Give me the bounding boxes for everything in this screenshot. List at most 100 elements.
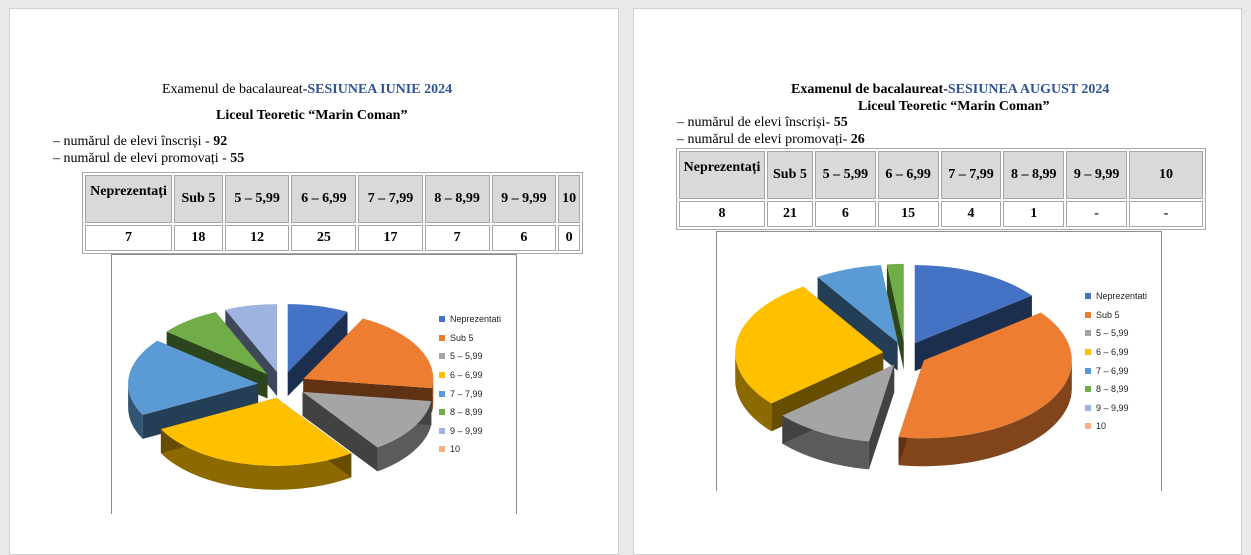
pie-slice [886,263,904,370]
pie-slice-side [128,383,143,439]
legend-item: 7 – 6,99 [1085,361,1147,380]
chart-legend: Neprezentati Sub 5 5 – 5,99 6 – 6,99 7 – 7,9… [439,310,501,459]
school-name: Liceul Teoretic “Marin Coman” [858,99,1050,114]
legend-swatch [439,390,445,397]
stat-enrolled-label: – numărul de elevi înscriși- [677,115,834,130]
legend-swatch [1085,293,1091,300]
grades-value-cell: 8 [679,201,765,227]
legend-label: 5 – 5,99 [450,351,483,362]
pie-chart-june: Neprezentati Sub 5 5 – 5,99 6 – 6,99 7 – 7,9… [111,254,517,514]
school-name: Liceul Teoretic “Marin Coman” [216,108,408,123]
grades-value-row: 8 21 6 15 4 1 - - [679,201,1203,227]
legend-label: 6 – 6,99 [450,370,483,381]
legend-item: Sub 5 [439,329,501,348]
grades-header-cell: 10 [1129,151,1203,199]
grades-value-cell: 17 [358,225,423,251]
legend-item: Sub 5 [1085,306,1147,325]
grades-header-cell: 8 – 8,99 [424,175,490,223]
pie-slice-top [225,304,278,373]
legend-swatch [439,353,445,360]
pie-slice [302,391,432,472]
stat-enrolled: – numărul de elevi înscriși- 55 [677,115,848,131]
pie-slice-top [287,304,348,373]
pie-slice-wall [817,276,898,371]
grades-value-cell: 12 [224,225,290,251]
grades-value-cell: 6 [814,201,876,227]
grades-header-cell: 7 – 7,99 [358,175,423,223]
legend-swatch [1085,311,1091,318]
pie-slice-top [886,263,904,342]
legend-label: 8 – 8,99 [1096,384,1129,395]
pie-slice-top [302,391,432,448]
pie-slice-side [735,352,772,432]
stat-enrolled-value: 55 [833,115,848,130]
pie-slice [128,340,259,439]
legend-label: Neprezentati [1096,291,1148,302]
pie-slice [287,304,348,397]
pie-slice-top [914,265,1032,344]
stat-promoted-label: – numărul de elevi promovați- [677,132,851,147]
pie-slice [782,364,895,470]
grades-value-cell: 25 [291,225,357,251]
grades-header-cell: 6 – 6,99 [877,151,939,199]
grades-value-cell: 1 [1003,201,1065,227]
grades-header-cell: 10 [558,175,580,223]
legend-label: 10 [1096,421,1107,432]
grades-value-cell: - [1129,201,1203,227]
legend-swatch [439,316,445,323]
grades-value-cell: 6 [491,225,557,251]
grades-header-cell: Neprezentați [679,151,765,199]
stat-promoted-label: – numărul de elevi promovați - [53,151,231,166]
legend-label: 10 [450,444,461,455]
title-session: SESIUNEA AUGUST 2024 [947,82,1110,97]
grades-value-cell: 7 [85,225,172,251]
chart-legend: Neprezentati Sub 5 5 – 5,99 6 – 6,99 7 – 6,9… [1085,287,1147,436]
legend-label: Sub 5 [1096,309,1120,320]
legend-item: 6 – 6,99 [439,366,501,385]
legend-label: 6 – 6,99 [1096,347,1129,358]
stat-promoted: – numărul de elevi promovați - 55 [53,151,244,167]
grades-value-row: 7 18 12 25 17 7 6 0 [85,225,580,251]
grades-header-cell: 5 – 5,99 [814,151,876,199]
legend-item: 10 [1085,417,1147,436]
stat-enrolled-value: 92 [213,134,228,149]
legend-swatch [1085,367,1091,374]
stat-enrolled: – numărul de elevi înscriși - 92 [53,134,227,150]
grades-value-cell: 7 [424,225,490,251]
legend-swatch [1085,330,1091,337]
grades-header-cell: 5 – 5,99 [224,175,290,223]
grades-header-row: Neprezentați Sub 5 5 – 5,99 6 – 6,99 7 –… [679,151,1203,199]
legend-label: Sub 5 [450,332,474,343]
legend-item: 8 – 8,99 [1085,380,1147,399]
legend-item: 10 [439,440,501,459]
legend-label: 5 – 5,99 [1096,328,1129,339]
grades-header-cell: Sub 5 [767,151,813,199]
pie-slice [898,312,1072,467]
stat-promoted-value: 55 [230,151,245,166]
grades-header-cell: 6 – 6,99 [291,175,357,223]
page-title: Examenul de bacalaureat-SESIUNEA IUNIE 2… [162,82,452,98]
grades-header-cell: 9 – 9,99 [1066,151,1127,199]
pie-slice-wall [302,391,378,472]
legend-item: Neprezentati [439,310,501,329]
pie-slice-side [898,360,1072,467]
legend-item: 5 – 5,99 [1085,324,1147,343]
stat-enrolled-label: – numărul de elevi înscriși - [53,134,214,149]
legend-swatch [1085,404,1091,411]
grades-header-cell: Sub 5 [174,175,223,223]
grades-header-cell: 9 – 9,99 [491,175,557,223]
legend-swatch [1085,423,1091,430]
pie-slice-top [817,265,898,343]
pie-slice-top [898,312,1072,439]
grades-value-cell: 21 [767,201,813,227]
pie-slice-wall [886,264,904,370]
grades-header-cell: 8 – 8,99 [1003,151,1065,199]
legend-item: 9 – 9,99 [1085,399,1147,418]
grades-value-cell: 0 [558,225,580,251]
grades-value-cell: - [1066,201,1127,227]
legend-swatch [439,427,445,434]
grades-table: Neprezentați Sub 5 5 – 5,99 6 – 6,99 7 –… [676,148,1206,230]
legend-label: 9 – 9,99 [1096,402,1129,413]
pie-slice-side [377,401,432,472]
legend-swatch [439,446,445,453]
